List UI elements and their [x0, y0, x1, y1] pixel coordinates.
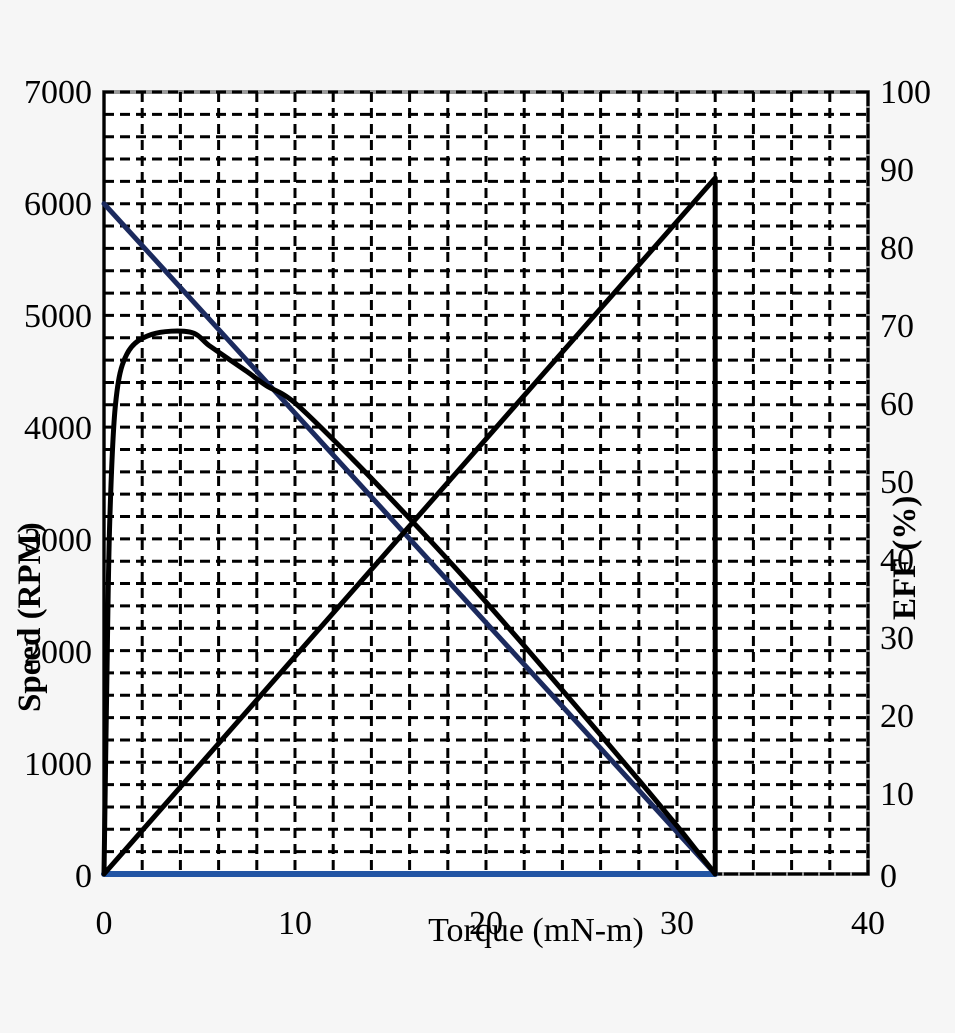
svg-text:0: 0 — [96, 905, 113, 942]
svg-text:70: 70 — [880, 308, 914, 345]
svg-text:50: 50 — [880, 464, 914, 501]
svg-text:30: 30 — [660, 905, 694, 942]
svg-text:10: 10 — [880, 776, 914, 813]
svg-text:7000: 7000 — [24, 74, 92, 111]
svg-text:10: 10 — [278, 905, 312, 942]
svg-text:90: 90 — [880, 152, 914, 189]
svg-text:0: 0 — [75, 858, 92, 895]
svg-text:5000: 5000 — [24, 298, 92, 335]
svg-text:Speed (RPM): Speed (RPM) — [12, 522, 48, 712]
svg-text:6000: 6000 — [24, 186, 92, 223]
svg-text:20: 20 — [880, 698, 914, 735]
svg-text:80: 80 — [880, 230, 914, 267]
svg-text:30: 30 — [880, 620, 914, 657]
svg-text:4000: 4000 — [24, 410, 92, 447]
svg-text:EFF (%): EFF (%) — [887, 496, 923, 620]
svg-text:40: 40 — [851, 905, 885, 942]
svg-text:100: 100 — [880, 74, 931, 111]
svg-text:1000: 1000 — [24, 746, 92, 783]
svg-text:0: 0 — [880, 858, 897, 895]
svg-text:Torque (mN-m): Torque (mN-m) — [428, 912, 644, 949]
svg-text:60: 60 — [880, 386, 914, 423]
